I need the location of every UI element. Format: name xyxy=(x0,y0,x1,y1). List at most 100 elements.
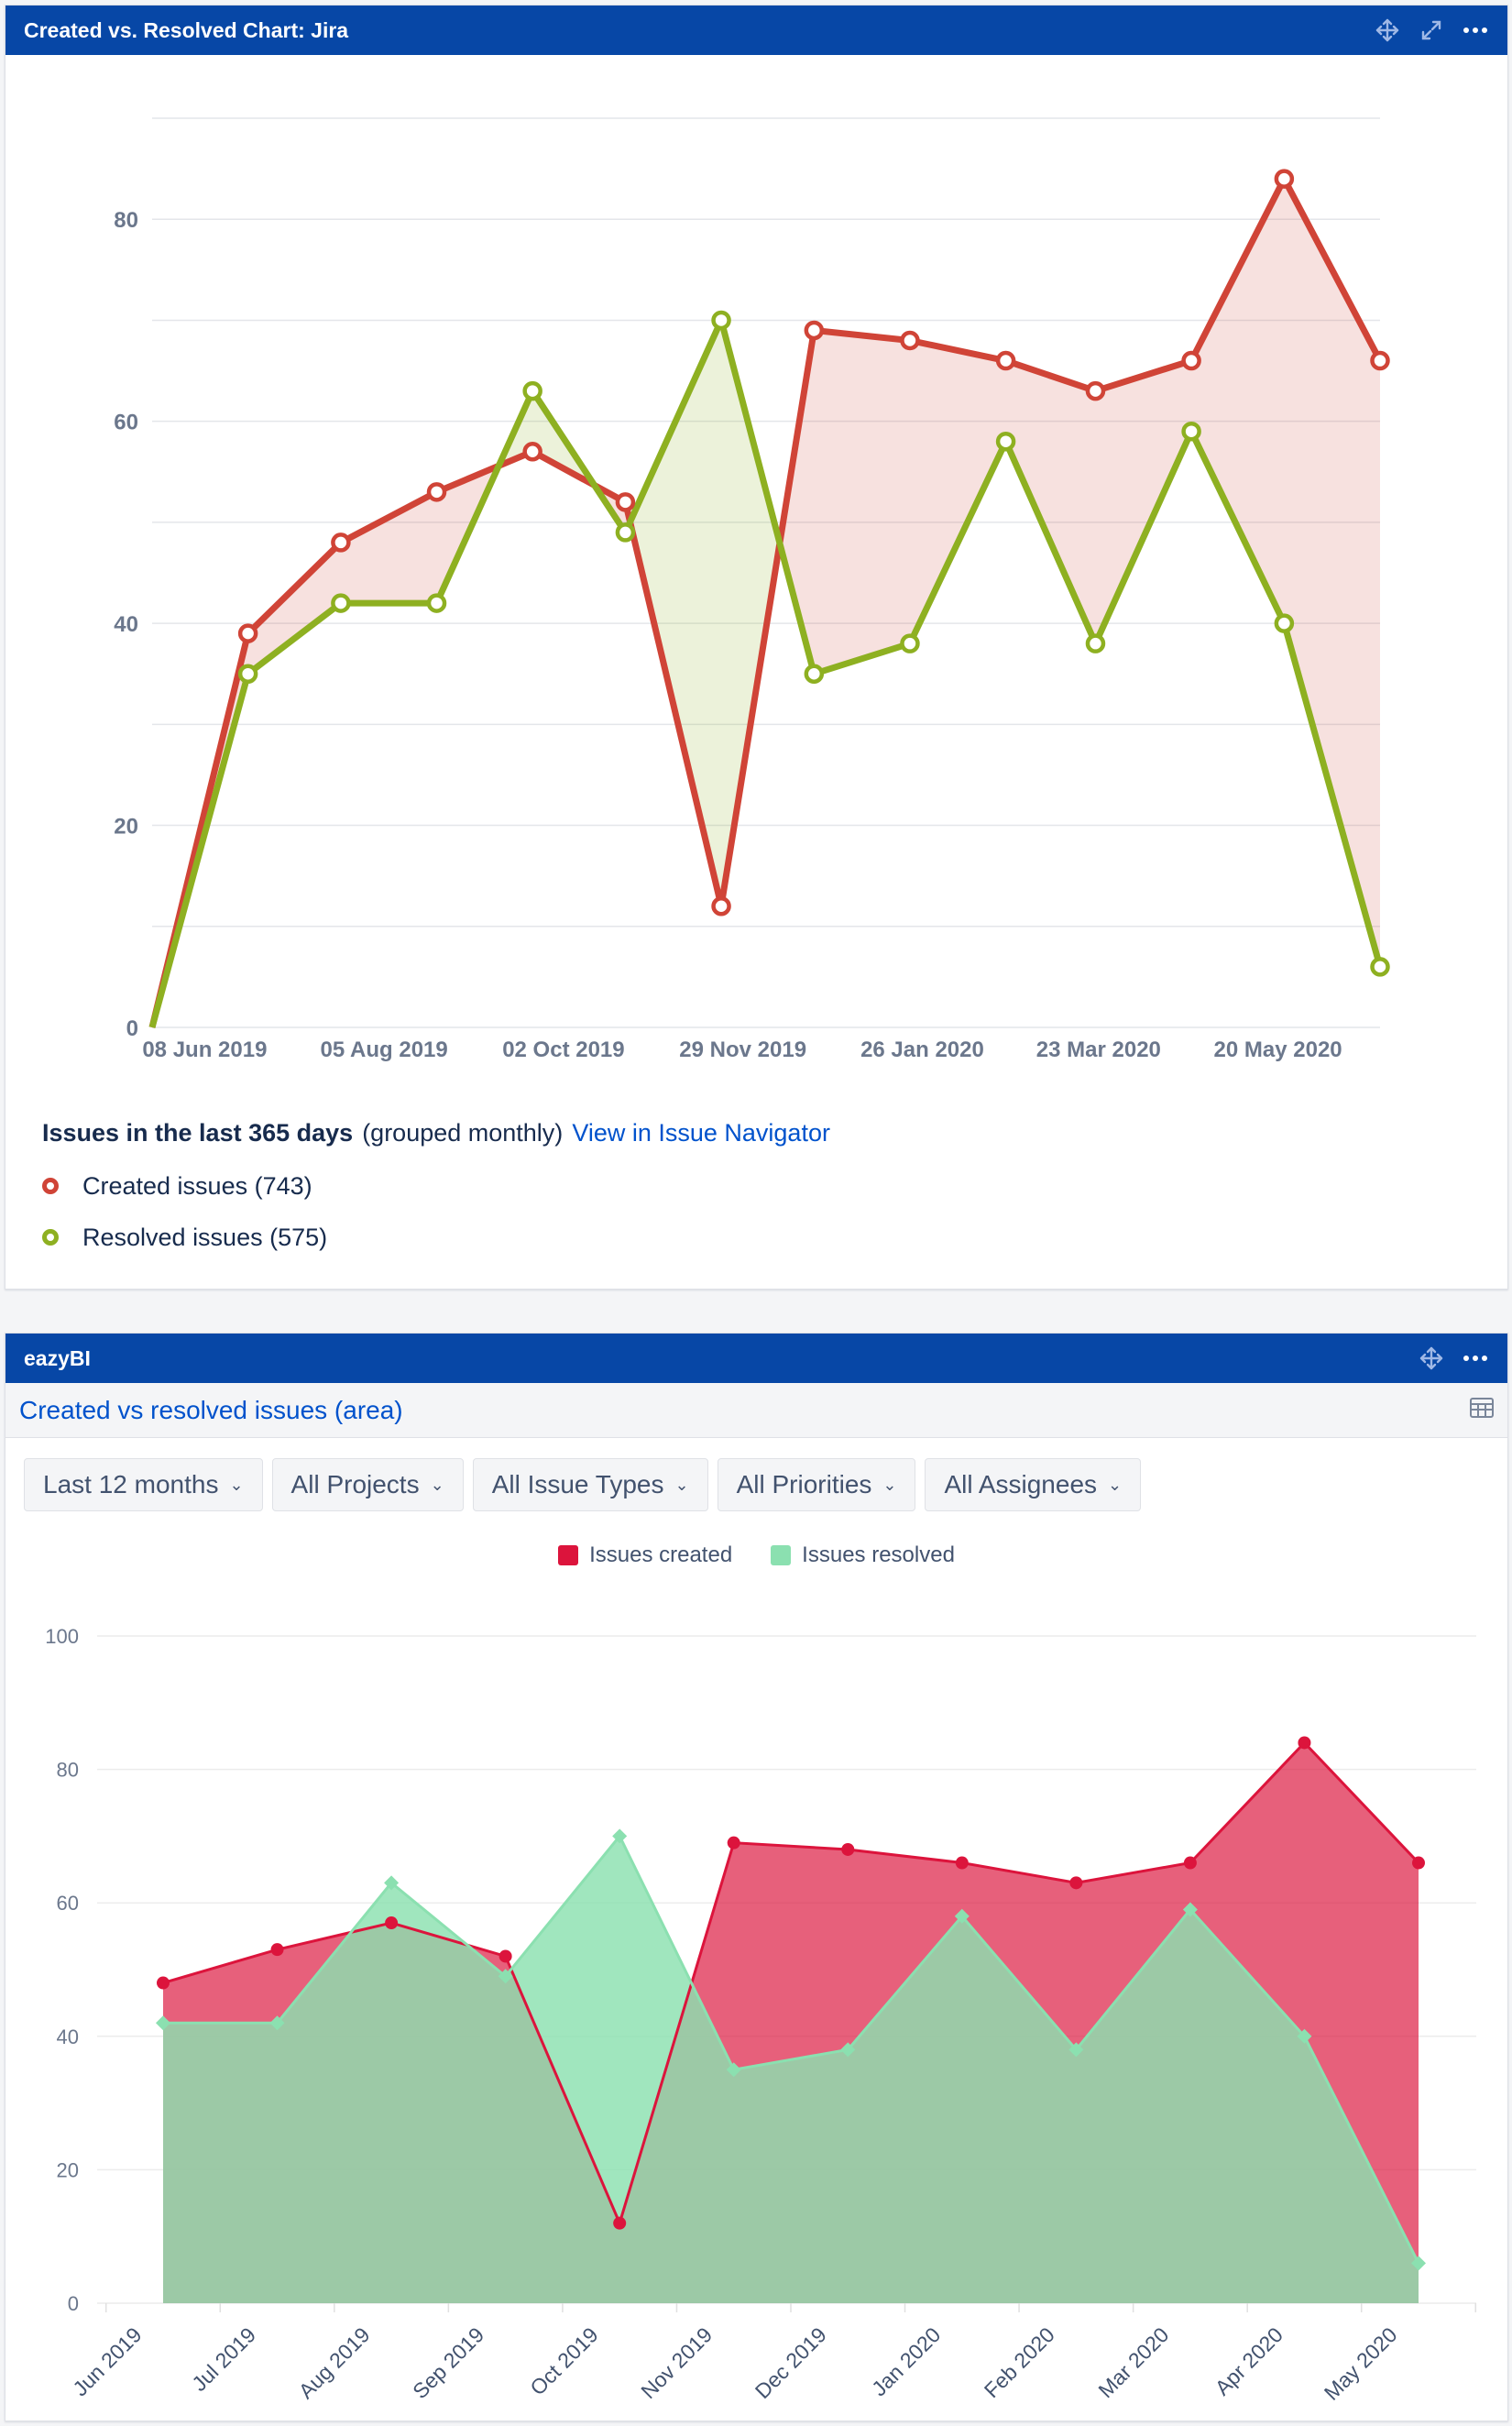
resolved-point xyxy=(384,1875,400,1891)
created-point xyxy=(804,320,825,341)
created-point xyxy=(237,623,258,643)
legend-resolved-label: Issues resolved xyxy=(802,1542,955,1567)
created-point xyxy=(613,2216,627,2230)
x-tick-label: Apr 2020 xyxy=(1211,2322,1287,2399)
x-tick-label: 29 Nov 2019 xyxy=(679,1037,806,1062)
filter-time-period[interactable]: Last 12 months ⌄ xyxy=(24,1458,263,1511)
filter-label: All Projects xyxy=(290,1470,420,1498)
resolved-point xyxy=(498,1969,513,1984)
created-marker-icon xyxy=(42,1178,59,1194)
gadget-actions xyxy=(1418,1345,1489,1372)
created-point xyxy=(270,1943,284,1957)
created-point xyxy=(385,1916,399,1930)
resolved-point xyxy=(612,1828,628,1844)
created-series-line xyxy=(148,175,1384,1028)
expand-icon[interactable] xyxy=(1418,16,1445,44)
y-tick-label: 60 xyxy=(57,1892,79,1915)
y-tick-label: 60 xyxy=(114,411,138,435)
report-name-link[interactable]: Created vs resolved issues (area) xyxy=(19,1395,403,1424)
created-vs-resolved-line-chart: 0 20 40 60 80 08 Jun 2019 05 Aug 2019 02 Oct 20… xyxy=(114,117,1390,1062)
created-point xyxy=(727,1836,740,1850)
created-point xyxy=(331,532,351,553)
resolved-point xyxy=(995,431,1016,452)
y-tick-label: 20 xyxy=(57,2158,79,2181)
y-tick-label: 20 xyxy=(114,815,138,840)
chevron-down-icon: ⌄ xyxy=(674,1475,689,1494)
legend-item-created[interactable]: Issues created xyxy=(558,1542,732,1568)
legend-item-resolved[interactable]: Issues resolved xyxy=(771,1542,955,1568)
x-tick-label: Jan 2020 xyxy=(867,2322,945,2400)
y-tick-label: 40 xyxy=(114,612,138,637)
chart-legend: Issues in the last 365 days (grouped mon… xyxy=(42,1119,830,1263)
created-point xyxy=(615,492,636,512)
resolved-series-line xyxy=(163,1833,1420,2264)
y-tick-label: 0 xyxy=(68,2292,79,2315)
chevron-down-icon: ⌄ xyxy=(430,1475,444,1494)
resolved-point xyxy=(1411,2256,1426,2271)
created-point xyxy=(1412,1856,1425,1870)
gadget-actions xyxy=(1374,16,1489,44)
created-point xyxy=(711,895,731,917)
chevron-down-icon: ⌄ xyxy=(1108,1475,1123,1494)
move-icon[interactable] xyxy=(1418,1345,1445,1372)
area-chart-legend: Issues created Issues resolved xyxy=(5,1542,1507,1568)
more-icon[interactable] xyxy=(1462,1345,1489,1372)
resolved-point xyxy=(269,2015,285,2031)
filter-label: All Priorities xyxy=(736,1470,872,1498)
gadget-header: Created vs. Resolved Chart: Jira xyxy=(5,5,1507,55)
filter-label: All Assignees xyxy=(944,1470,1098,1498)
chevron-down-icon: ⌄ xyxy=(229,1475,244,1494)
resolved-point xyxy=(900,633,920,653)
resolved-point xyxy=(1068,2042,1084,2058)
view-in-issue-navigator-link[interactable]: View in Issue Navigator xyxy=(572,1119,830,1147)
y-tick-label: 40 xyxy=(57,2025,79,2048)
created-point xyxy=(499,1949,512,1963)
created-point xyxy=(955,1856,969,1870)
resolved-point xyxy=(954,1908,970,1924)
legend-item-created[interactable]: Created issues (743) xyxy=(42,1160,830,1212)
created-point xyxy=(900,330,920,351)
more-icon[interactable] xyxy=(1462,16,1489,44)
created-point xyxy=(426,482,447,502)
x-tick-label: 05 Aug 2019 xyxy=(321,1037,448,1062)
x-tick-label: Aug 2019 xyxy=(294,2322,375,2403)
y-tick-label: 80 xyxy=(57,1759,79,1782)
created-vs-resolved-gadget: Created vs. Resolved Chart: Jira 0 20 40 60… xyxy=(5,5,1508,1290)
filter-label: Last 12 months xyxy=(43,1470,219,1498)
x-tick-label: Dec 2019 xyxy=(751,2322,831,2403)
x-tick-label: 26 Jan 2020 xyxy=(860,1037,984,1062)
move-icon[interactable] xyxy=(1374,16,1401,44)
resolved-point xyxy=(1297,2028,1312,2044)
y-tick-label: 0 xyxy=(126,1016,138,1041)
x-tick-label: May 2020 xyxy=(1320,2322,1402,2405)
x-tick-label: 23 Mar 2020 xyxy=(1036,1037,1161,1062)
created-point xyxy=(1085,380,1106,401)
resolved-point xyxy=(840,2042,856,2058)
resolved-swatch xyxy=(771,1545,792,1565)
resolved-point xyxy=(1274,613,1295,633)
resolved-point xyxy=(426,593,447,613)
resolved-point xyxy=(156,2015,170,2031)
created-vs-resolved-area-chart: 0 20 40 60 80 100 Jun 2019 Jul 2019 Aug 2019 Sep … xyxy=(45,1625,1477,2405)
created-point xyxy=(1274,169,1295,189)
filter-projects[interactable]: All Projects ⌄ xyxy=(271,1458,464,1511)
resolved-point xyxy=(1085,633,1106,653)
x-tick-label: Oct 2019 xyxy=(525,2322,602,2399)
created-swatch xyxy=(558,1545,579,1565)
x-tick-label: Mar 2020 xyxy=(1093,2322,1173,2402)
resolved-series-line xyxy=(148,316,1384,1028)
fill-between-area xyxy=(152,466,499,1027)
x-tick-label: 02 Oct 2019 xyxy=(502,1037,624,1062)
filter-assignees[interactable]: All Assignees ⌄ xyxy=(925,1458,1142,1511)
y-tick-label: 100 xyxy=(45,1625,79,1648)
created-point xyxy=(1298,1736,1311,1750)
legend-item-resolved[interactable]: Resolved issues (575) xyxy=(42,1212,830,1263)
filter-issue-types[interactable]: All Issue Types ⌄ xyxy=(472,1458,708,1511)
filter-priorities[interactable]: All Priorities ⌄ xyxy=(717,1458,916,1511)
resolved-point xyxy=(726,2062,741,2078)
created-point xyxy=(157,1976,170,1990)
table-icon[interactable] xyxy=(1469,1397,1495,1423)
resolved-point xyxy=(331,593,351,613)
created-point xyxy=(1181,350,1201,371)
chevron-down-icon: ⌄ xyxy=(882,1475,897,1494)
